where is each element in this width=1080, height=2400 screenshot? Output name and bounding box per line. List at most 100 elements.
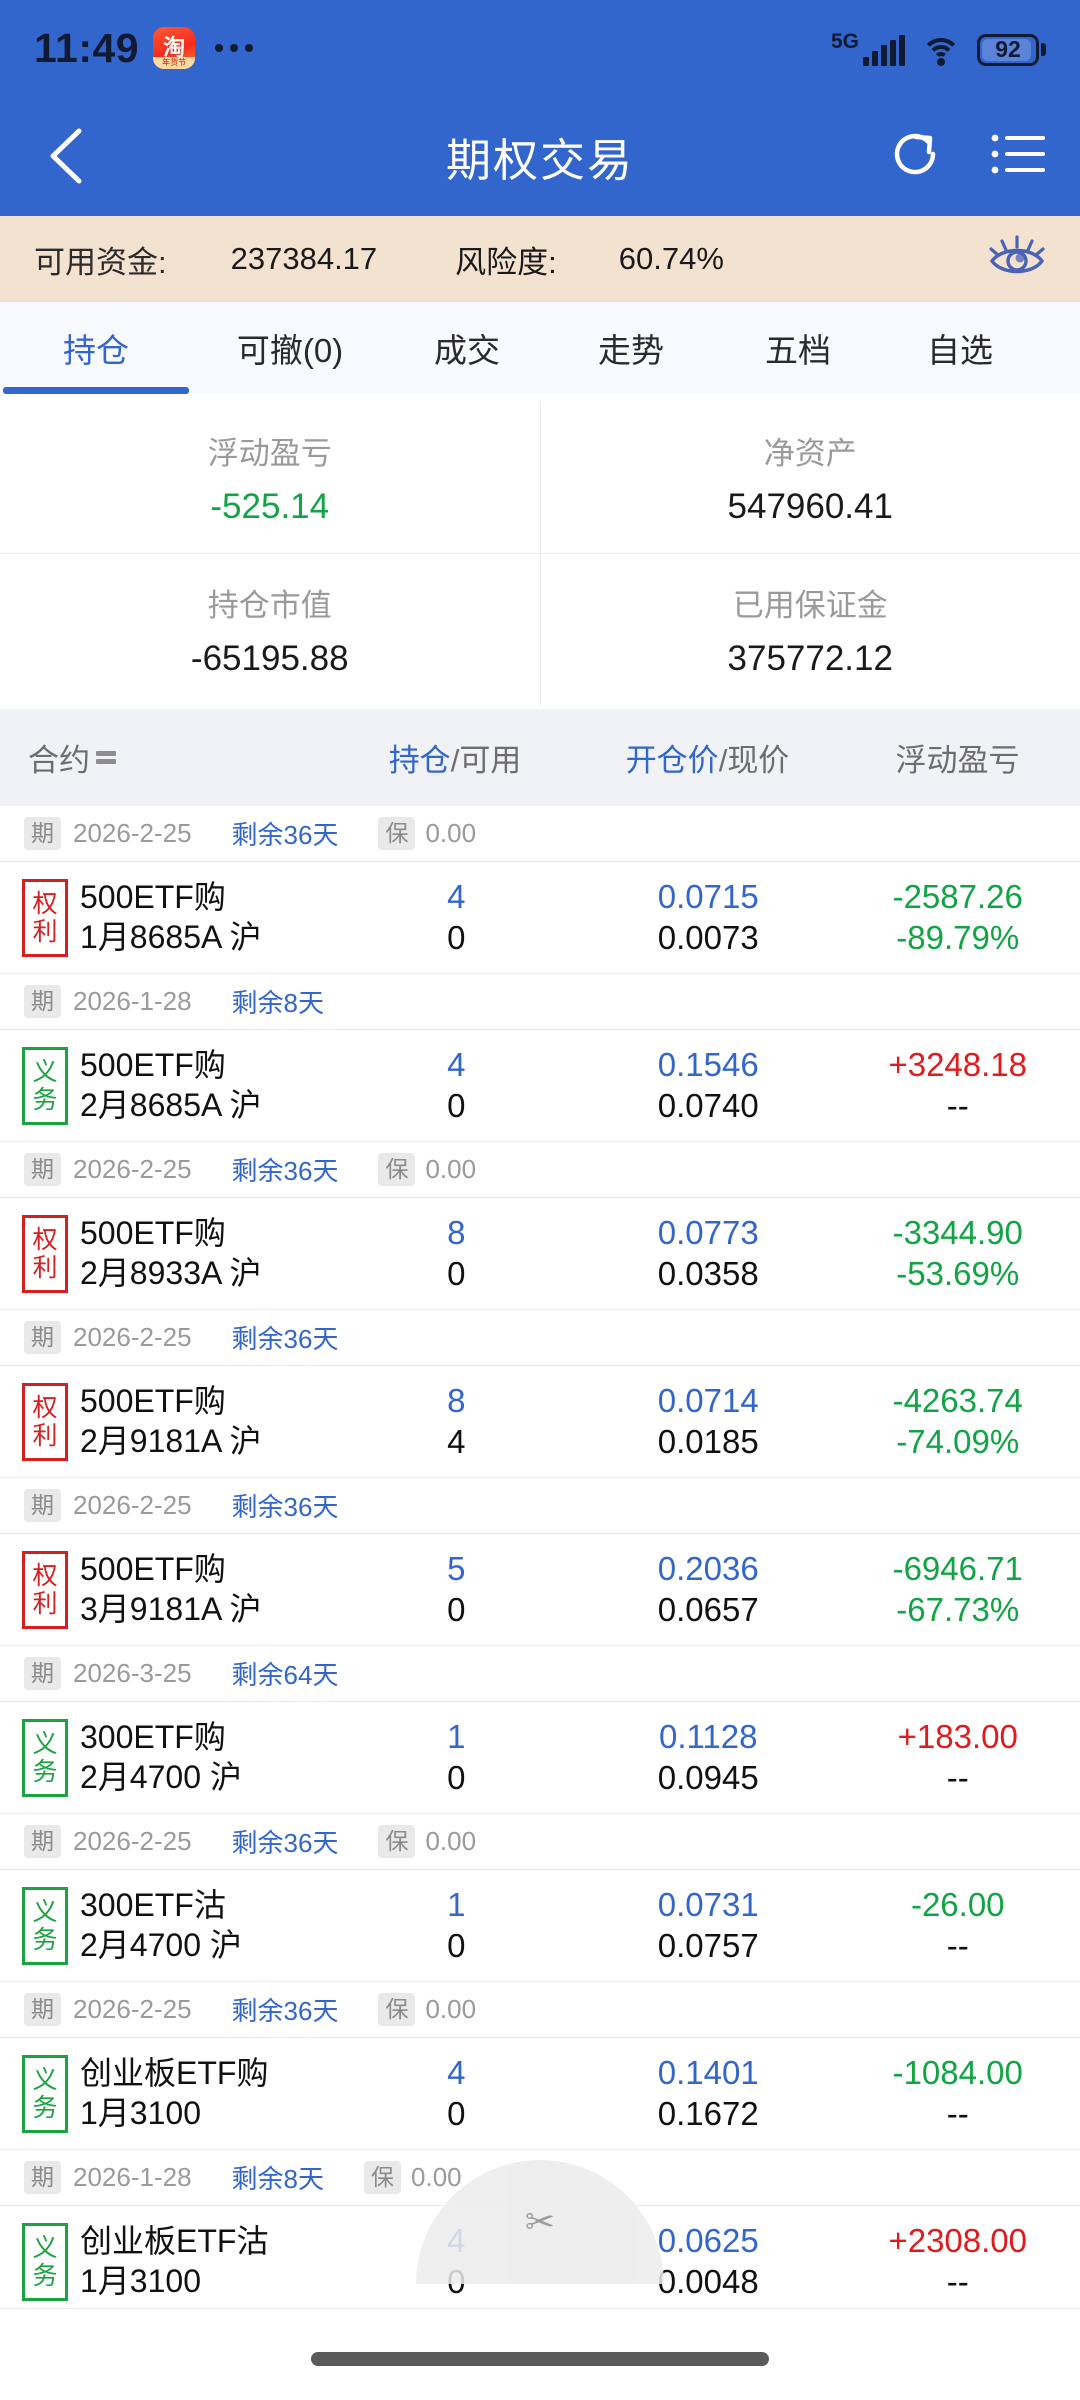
menu-button[interactable] xyxy=(990,131,1046,182)
contract-name-line2: 1月8685A 沪 xyxy=(80,918,262,955)
position-meta-row: 期 2026-2-25 剩余36天 保 0.00 xyxy=(0,805,1080,861)
position-meta-row: 期 2026-2-25 剩余36天 xyxy=(0,1477,1080,1533)
summary-row-top: 浮动盈亏 -525.14 净资产 547960.41 xyxy=(0,402,1080,554)
badge-char-1: 权 xyxy=(32,889,58,918)
pnl-percent: -- xyxy=(946,2262,969,2300)
position-quantity: 4 xyxy=(447,878,466,916)
contract-name-line2: 1月3100 xyxy=(80,2094,201,2131)
price-cell: 0.1401 0.1672 xyxy=(581,2053,835,2134)
pnl-percent: -67.73% xyxy=(896,1590,1020,1628)
expiry-chip: 期 xyxy=(24,816,61,851)
position-row[interactable]: 权利 500ETF购 2月8933A 沪 8 0 0.0773 0.0358 -3344.90… xyxy=(0,1197,1080,1309)
contract-name: 500ETF购 2月9181A 沪 xyxy=(80,1382,332,1460)
position-row[interactable]: 义务 300ETF购 2月4700 沪 1 0 0.1128 0.0945 +183.00 -- xyxy=(0,1701,1080,1813)
pnl-percent: -- xyxy=(946,1926,969,1964)
funds-bar: 可用资金: 237384.17 风险度: 60.74% xyxy=(0,216,1080,302)
pnl-cell: -26.00 -- xyxy=(835,1885,1080,1966)
available-funds-value: 237384.17 xyxy=(230,241,378,276)
summary-cell-market-value: 持仓市值 -65195.88 xyxy=(0,554,541,705)
tab-bar: 持仓 可撤(0) 成交 走势 五档 自选 xyxy=(0,302,1080,394)
system-navigation-bar xyxy=(0,2308,1080,2400)
column-header-open-price-label: 开仓价 xyxy=(625,742,719,778)
contract-name: 创业板ETF沽 1月3100 xyxy=(80,2222,332,2300)
price-cell: 0.2036 0.0657 xyxy=(581,1549,835,1630)
column-header-contract[interactable]: 合约 xyxy=(0,735,330,780)
status-bar: 11:49 淘 年货节 5G 92 xyxy=(0,0,1080,96)
summary-cell-net-assets: 净资产 547960.41 xyxy=(540,402,1080,554)
expiry-date: 2026-1-28 xyxy=(73,986,192,1016)
column-header-contract-label: 合约 xyxy=(28,742,90,778)
contract-name: 300ETF购 2月4700 沪 xyxy=(80,1718,332,1796)
last-price: 0.0945 xyxy=(657,1758,759,1796)
status-time: 11:49 xyxy=(34,24,140,71)
contract-name: 500ETF购 2月8685A 沪 xyxy=(80,1046,332,1124)
tab-4[interactable]: 五档 xyxy=(716,302,880,394)
badge-char-1: 权 xyxy=(32,1225,58,1254)
tab-1[interactable]: 可撤(0) xyxy=(192,302,388,394)
battery-level-label: 92 xyxy=(995,36,1021,62)
position-quantity: 8 xyxy=(447,1214,466,1252)
column-header-price[interactable]: 开仓价/现价 xyxy=(580,735,835,780)
column-header-pnl[interactable]: 浮动盈亏 xyxy=(835,735,1080,780)
open-price: 0.1546 xyxy=(657,1046,759,1084)
contract-name-line2: 2月4700 沪 xyxy=(80,1926,242,1963)
risk-value: 60.74% xyxy=(618,241,724,276)
position-row[interactable]: 权利 500ETF购 1月8685A 沪 4 0 0.0715 0.0073 -2587.26… xyxy=(0,861,1080,973)
contract-name-line2: 2月4700 沪 xyxy=(80,1758,242,1795)
contract-name-line1: 创业板ETF沽 xyxy=(80,2223,269,2260)
position-quantity: 5 xyxy=(447,1550,466,1588)
tab-label: 五档 xyxy=(765,332,831,369)
available-quantity: 0 xyxy=(447,1590,466,1628)
toggle-visibility-button[interactable] xyxy=(988,231,1046,287)
expiry-chip: 期 xyxy=(24,1488,61,1523)
pnl-percent: -- xyxy=(946,1758,969,1796)
column-header-quantity[interactable]: 持仓/可用 xyxy=(330,735,580,780)
tab-label: 可撤(0) xyxy=(236,332,344,369)
last-price: 0.0048 xyxy=(657,2262,759,2300)
position-row[interactable]: 义务 500ETF购 2月8685A 沪 4 0 0.1546 0.0740 +3248.18… xyxy=(0,1029,1080,1141)
position-row[interactable]: 义务创业板ETF购 1月3100 4 0 0.1401 0.1672 -1084.00 -- xyxy=(0,2037,1080,2149)
gesture-handle[interactable] xyxy=(311,2351,769,2366)
badge-char-2: 利 xyxy=(32,1421,58,1450)
badge-char-2: 务 xyxy=(32,2261,58,2290)
pnl-amount: +2308.00 xyxy=(888,2222,1028,2260)
price-cell: 0.0773 0.0358 xyxy=(581,1213,835,1294)
open-price: 0.0625 xyxy=(657,2222,759,2260)
days-remaining: 剩余8天 xyxy=(231,988,325,1018)
contract-name: 500ETF购 1月8685A 沪 xyxy=(80,878,332,956)
badge-char-1: 义 xyxy=(32,2065,58,2094)
tab-5[interactable]: 自选 xyxy=(880,302,1040,394)
contract-name-line1: 300ETF购 xyxy=(80,1719,226,1756)
signal-indicator: 5G xyxy=(831,31,905,66)
position-type-badge: 义务 xyxy=(22,2222,68,2301)
badge-char-1: 义 xyxy=(32,2233,58,2262)
pnl-percent: -74.09% xyxy=(896,1422,1020,1460)
tab-3[interactable]: 走势 xyxy=(546,302,716,394)
position-row[interactable]: 权利 500ETF购 3月9181A 沪 5 0 0.2036 0.0657 -6946.71… xyxy=(0,1533,1080,1645)
pnl-amount: -26.00 xyxy=(910,1886,1005,1924)
contract-name-line1: 500ETF购 xyxy=(80,879,226,916)
position-row[interactable]: 权利 500ETF购 2月9181A 沪 8 4 0.0714 0.0185 -4263.74… xyxy=(0,1365,1080,1477)
position-meta-row: 期 2026-3-25 剩余64天 xyxy=(0,1645,1080,1701)
eye-icon xyxy=(989,235,1045,274)
tab-0[interactable]: 持仓 xyxy=(0,302,192,394)
tab-2[interactable]: 成交 xyxy=(388,302,546,394)
back-button[interactable] xyxy=(34,124,98,188)
last-price: 0.0073 xyxy=(657,918,759,956)
position-row[interactable]: 义务 300ETF沽 2月4700 沪 1 0 0.0731 0.0757 -26.00 -- xyxy=(0,1869,1080,1981)
summary-value: -525.14 xyxy=(210,487,330,526)
pnl-cell: -2587.26 -89.79% xyxy=(835,877,1080,958)
tab-label: 走势 xyxy=(598,332,664,369)
pnl-amount: -6946.71 xyxy=(892,1550,1023,1588)
column-header-pnl-label: 浮动盈亏 xyxy=(895,742,1020,778)
pnl-cell: -6946.71 -67.73% xyxy=(835,1549,1080,1630)
days-remaining: 剩余36天 xyxy=(231,1828,339,1858)
refresh-button[interactable] xyxy=(886,125,944,188)
margin-value: 0.00 xyxy=(425,818,477,848)
contract-name: 300ETF沽 2月4700 沪 xyxy=(80,1886,332,1964)
network-type-label: 5G xyxy=(830,29,859,53)
summary-label: 持仓市值 xyxy=(207,588,332,623)
